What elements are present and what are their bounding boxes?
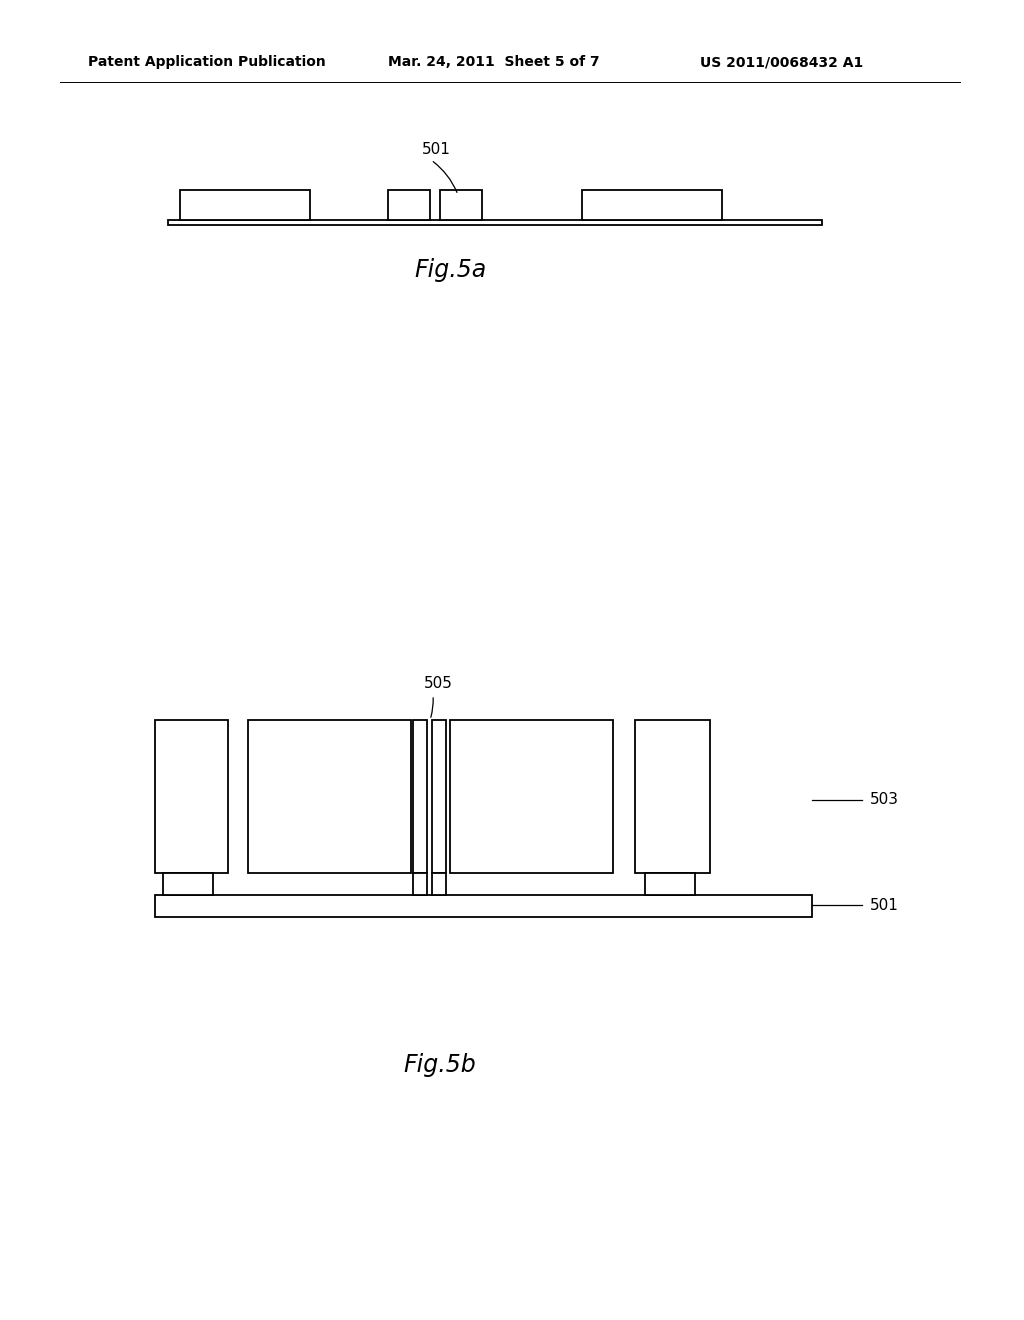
Text: Mar. 24, 2011  Sheet 5 of 7: Mar. 24, 2011 Sheet 5 of 7	[388, 55, 600, 69]
Bar	[432, 719, 446, 873]
Bar	[413, 873, 427, 895]
Bar	[582, 190, 722, 220]
Text: 503: 503	[870, 792, 899, 808]
Bar	[180, 190, 310, 220]
Text: US 2011/0068432 A1: US 2011/0068432 A1	[700, 55, 863, 69]
Bar	[635, 719, 710, 873]
Text: 501: 501	[870, 898, 899, 912]
Text: Patent Application Publication: Patent Application Publication	[88, 55, 326, 69]
Bar	[413, 719, 427, 873]
Text: Fig.5b: Fig.5b	[403, 1053, 476, 1077]
Text: Fig.5a: Fig.5a	[414, 257, 486, 282]
Text: 505: 505	[424, 676, 453, 690]
Bar	[450, 719, 613, 873]
Bar	[440, 190, 482, 220]
Bar	[155, 719, 228, 873]
Bar	[248, 719, 411, 873]
Text: 501: 501	[422, 143, 451, 157]
Bar	[163, 873, 213, 895]
Bar	[645, 873, 695, 895]
Bar	[168, 220, 822, 224]
Bar	[155, 895, 812, 917]
Bar	[432, 873, 446, 895]
Bar	[388, 190, 430, 220]
